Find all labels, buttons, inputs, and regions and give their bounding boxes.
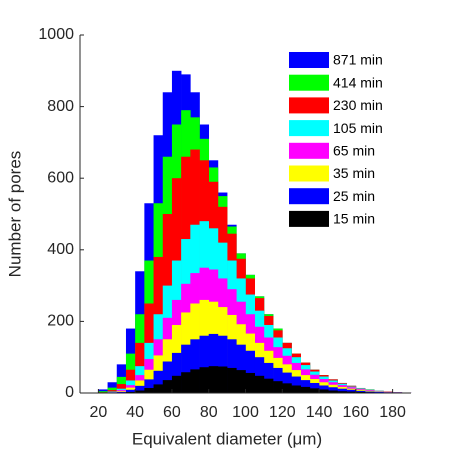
- bar: [181, 372, 191, 393]
- bar: [135, 390, 145, 393]
- legend-label: 65 min: [333, 143, 375, 159]
- y-tick-label: 800: [47, 98, 74, 115]
- legend-swatch: [289, 142, 329, 159]
- y-axis-label: Number of pores: [5, 151, 24, 278]
- legend-label: 414 min: [333, 74, 383, 90]
- bar: [319, 385, 329, 393]
- bar: [144, 379, 154, 393]
- bar: [199, 367, 210, 393]
- bar: [199, 335, 210, 393]
- x-tick-label: 100: [232, 404, 259, 421]
- bar: [153, 384, 164, 393]
- legend-swatch: [289, 97, 329, 114]
- bar: [282, 372, 292, 393]
- legend-swatch: [289, 74, 329, 91]
- bar: [282, 383, 292, 393]
- bar: [116, 391, 127, 393]
- x-tick-label: 20: [89, 404, 107, 421]
- bar: [263, 362, 274, 393]
- bar: [319, 389, 329, 393]
- y-tick-label: 200: [47, 313, 74, 330]
- y-tick-label: 400: [47, 241, 74, 258]
- bar: [181, 344, 191, 393]
- legend-label: 105 min: [333, 120, 383, 136]
- x-tick-label: 60: [163, 404, 181, 421]
- x-tick-label: 120: [269, 404, 296, 421]
- bar: [98, 391, 108, 393]
- bar: [346, 391, 357, 393]
- y-tick-label: 0: [65, 384, 74, 401]
- bar: [227, 367, 237, 393]
- bar: [208, 366, 219, 393]
- bar: [162, 361, 173, 393]
- bar: [328, 390, 338, 393]
- bar: [190, 369, 200, 393]
- bar: [162, 380, 173, 393]
- bar: [125, 391, 136, 393]
- x-axis-label: Equivalent diameter (μm): [132, 429, 322, 448]
- legend-swatch: [289, 120, 329, 137]
- bar: [309, 388, 320, 393]
- bar: [208, 333, 219, 393]
- x-tick-label: 40: [126, 404, 144, 421]
- plot-area: [98, 70, 412, 394]
- bar: [300, 380, 311, 393]
- bar: [217, 335, 228, 393]
- bar: [245, 350, 255, 393]
- bar: [337, 388, 347, 393]
- legend-swatch: [289, 165, 329, 182]
- bar: [337, 391, 347, 393]
- bar: [135, 385, 145, 393]
- legend-swatch: [289, 210, 329, 227]
- bar: [374, 391, 384, 393]
- bar: [190, 339, 200, 393]
- y-tick-label: 1000: [38, 26, 74, 43]
- bar: [300, 386, 311, 393]
- legend-label: 25 min: [333, 188, 375, 204]
- legend-label: 230 min: [333, 97, 383, 113]
- bar: [346, 389, 357, 393]
- legend-label: 35 min: [333, 165, 375, 181]
- bar: [291, 376, 301, 393]
- x-tick-label: 180: [379, 404, 406, 421]
- legend-label: 15 min: [333, 211, 375, 227]
- bar: [309, 382, 320, 393]
- bar: [291, 385, 301, 393]
- bar: [236, 370, 246, 393]
- x-tick-label: 140: [306, 404, 333, 421]
- bar: [254, 375, 265, 393]
- bar: [171, 352, 182, 393]
- bar: [328, 387, 338, 393]
- bar: [245, 372, 255, 393]
- bar: [227, 339, 237, 393]
- x-tick-label: 160: [342, 404, 369, 421]
- legend-swatch: [289, 52, 329, 68]
- y-tick-label: 600: [47, 169, 74, 186]
- bar: [355, 391, 366, 393]
- legend-label: 871 min: [333, 52, 383, 68]
- bar: [171, 375, 182, 393]
- bar: [116, 384, 127, 393]
- bar: [263, 378, 274, 393]
- x-tick-label: 80: [200, 404, 218, 421]
- bar: [273, 367, 283, 393]
- bar: [254, 357, 265, 393]
- bar: [125, 389, 136, 393]
- bar: [217, 366, 228, 393]
- bar: [236, 344, 246, 393]
- bar: [153, 370, 164, 393]
- legend-swatch: [289, 188, 329, 205]
- bar: [273, 381, 283, 393]
- bar: [144, 387, 154, 393]
